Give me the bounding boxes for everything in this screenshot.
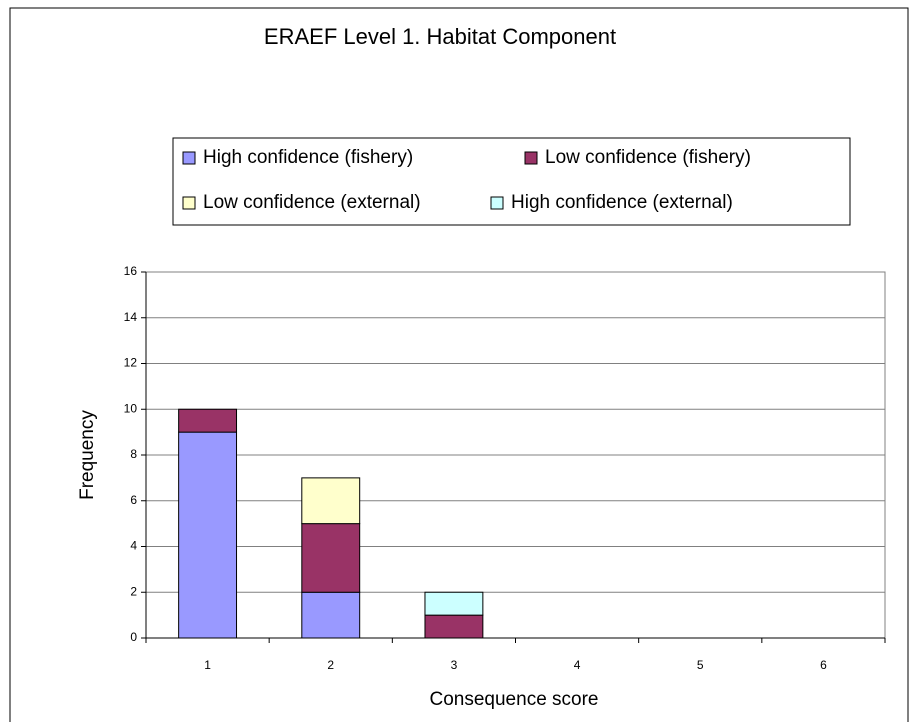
legend-swatch [490,196,504,210]
bar-segment [301,591,361,639]
y-tick-label: 12 [124,356,138,370]
legend-swatch [182,196,196,210]
legend-label: High confidence (external) [511,192,733,213]
y-tick-label: 8 [130,447,137,461]
x-tick-label: 6 [820,658,827,672]
legend-label: Low confidence (external) [203,192,421,213]
chart-title: ERAEF Level 1. Habitat Component [264,24,616,49]
legend-label: High confidence (fishery) [203,147,413,168]
y-tick-label: 14 [124,310,138,324]
x-axis-title: Consequence score [430,689,599,710]
bar-segment [178,431,238,639]
bar-segment [424,614,484,639]
y-axis-title: Frequency [77,410,98,500]
legend-label: Low confidence (fishery) [545,147,751,168]
x-tick-label: 2 [327,658,334,672]
y-tick-label: 10 [124,401,138,415]
bar-segment [178,408,238,433]
x-tick-label: 1 [204,658,211,672]
bar-segment [301,523,361,593]
y-tick-label: 0 [130,630,137,644]
bar-segment [424,591,484,616]
y-tick-label: 4 [130,539,137,553]
x-tick-label: 4 [574,658,581,672]
y-tick-label: 6 [130,493,137,507]
legend-swatch [182,151,196,165]
legend [172,137,851,226]
y-tick-label: 2 [130,584,137,598]
y-tick-label: 16 [124,264,138,278]
x-tick-label: 5 [697,658,704,672]
legend-swatch [524,151,538,165]
bar-segment [301,477,361,525]
x-tick-label: 3 [451,658,458,672]
